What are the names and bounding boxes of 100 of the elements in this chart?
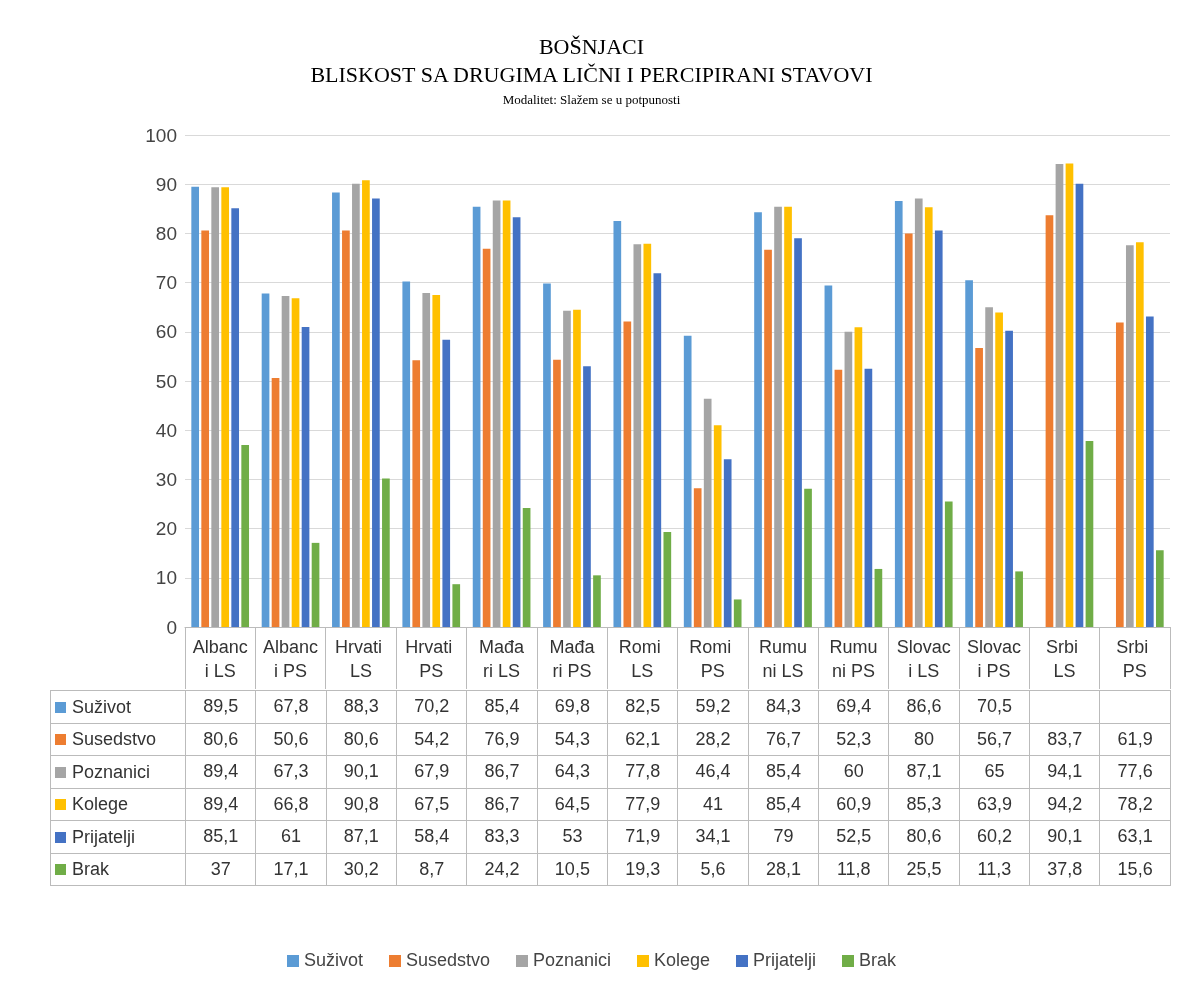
data-label: 61,9	[1099, 723, 1171, 756]
data-label: 90,1	[326, 755, 397, 788]
bar	[975, 348, 983, 627]
data-label: 80,6	[888, 820, 960, 853]
bar	[663, 532, 672, 627]
bar	[754, 212, 762, 627]
x-tick-label: Mađari LS	[479, 637, 526, 681]
data-label: 79	[748, 820, 819, 853]
bar	[311, 542, 320, 627]
data-label: 30,2	[326, 853, 397, 886]
bar	[261, 293, 270, 627]
bar	[382, 478, 390, 627]
bar	[1065, 163, 1074, 627]
bar	[452, 584, 461, 627]
bar	[874, 568, 883, 627]
data-label: 46,4	[677, 755, 749, 788]
chart-title: BOŠNJACI	[538, 33, 645, 59]
bar	[342, 230, 350, 627]
bar	[1155, 550, 1164, 627]
x-tick-label: Mađari PS	[549, 637, 596, 681]
y-tick-label: 10	[155, 567, 177, 589]
y-tick-label: 80	[155, 222, 177, 244]
data-label: 77,8	[607, 755, 678, 788]
data-label: 59,2	[677, 690, 749, 723]
bar	[623, 321, 632, 627]
data-label: 80	[888, 723, 960, 756]
bar	[844, 331, 853, 627]
bar	[703, 398, 712, 627]
bar	[764, 249, 772, 627]
bar	[291, 298, 300, 627]
bar	[914, 198, 923, 627]
data-label: 87,1	[326, 820, 397, 853]
bar	[1075, 183, 1084, 627]
bar	[1005, 330, 1013, 627]
bar	[221, 187, 230, 627]
data-label: 54,2	[396, 723, 467, 756]
data-label: 86,7	[466, 755, 538, 788]
data-label: 77,9	[607, 788, 678, 821]
data-label: 58,4	[396, 820, 467, 853]
bar	[271, 378, 280, 627]
data-label: 76,7	[748, 723, 819, 756]
x-tick-label: Slovaci LS	[896, 637, 951, 681]
data-label: 83,7	[1029, 723, 1100, 756]
data-label: 5,6	[677, 853, 749, 886]
bar	[804, 488, 812, 627]
data-label: 62,1	[607, 723, 678, 756]
bar	[1145, 316, 1154, 627]
x-tick-label: Albanci LS	[192, 637, 248, 681]
data-label: 83,3	[466, 820, 538, 853]
bar	[583, 366, 591, 627]
data-label: 85,1	[185, 820, 256, 853]
data-label: 10,5	[537, 853, 608, 886]
bar	[985, 307, 993, 627]
bar	[824, 285, 833, 627]
text: Prijatelji	[753, 950, 817, 970]
data-label: 71,9	[607, 820, 678, 853]
bar	[281, 295, 290, 627]
data-label: 84,3	[748, 690, 819, 723]
bar	[713, 425, 722, 627]
bar	[944, 501, 953, 627]
data-label: 19,3	[607, 853, 678, 886]
bar	[191, 186, 200, 627]
data-label: 90,1	[1029, 820, 1100, 853]
x-tick-label: Hrvati LS	[334, 637, 387, 681]
legend-label: Poznanici	[72, 761, 151, 782]
data-label: 11,3	[959, 853, 1030, 886]
y-tick-label: 40	[155, 419, 177, 441]
data-label: 64,3	[537, 755, 608, 788]
data-label: 63,9	[959, 788, 1030, 821]
data-label: 67,5	[396, 788, 467, 821]
data-label: 24,2	[466, 853, 538, 886]
data-label: 65	[959, 755, 1030, 788]
data-label: 89,4	[185, 755, 256, 788]
x-tick-label: Albanci PS	[263, 637, 319, 681]
x-tick-label: Rumuni LS	[759, 637, 808, 681]
y-tick-label: 20	[155, 518, 177, 540]
x-tick-label: Hrvati PS	[405, 637, 458, 681]
bar	[1055, 164, 1064, 627]
data-label: 28,1	[748, 853, 819, 886]
text: Susedstvo	[405, 950, 490, 970]
data-label: 8,7	[396, 853, 467, 886]
data-label: 25,5	[888, 853, 960, 886]
y-tick-label: 70	[155, 272, 177, 294]
x-tick-label: Rumuni PS	[829, 637, 878, 681]
data-label: 61	[255, 820, 327, 853]
bar	[683, 335, 692, 627]
y-tick-label: 100	[145, 124, 177, 146]
bar	[653, 273, 662, 627]
bar	[211, 187, 220, 627]
data-label: 87,1	[888, 755, 960, 788]
x-tick-label: Srbi LS	[1045, 637, 1083, 681]
text: Modalitet: Slažem se u potpunosti	[502, 92, 681, 107]
bar	[402, 281, 411, 627]
data-label: 88,3	[326, 690, 397, 723]
data-label: 37,8	[1029, 853, 1100, 886]
bar	[613, 221, 622, 627]
bar	[472, 206, 481, 627]
legend-label: Kolege	[72, 794, 129, 815]
bar	[864, 368, 873, 627]
chart-subtitle: BLISKOST SA DRUGIMA LIČNI I PERCIPIRANI STAVOVI	[310, 61, 873, 87]
